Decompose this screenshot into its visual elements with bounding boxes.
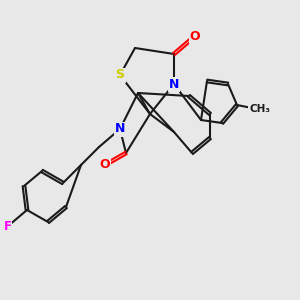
- Text: CH₃: CH₃: [249, 104, 270, 115]
- Text: N: N: [169, 77, 179, 91]
- Text: S: S: [116, 68, 124, 82]
- Text: N: N: [115, 122, 125, 136]
- Text: F: F: [4, 220, 11, 233]
- Text: O: O: [190, 29, 200, 43]
- Text: O: O: [100, 158, 110, 172]
